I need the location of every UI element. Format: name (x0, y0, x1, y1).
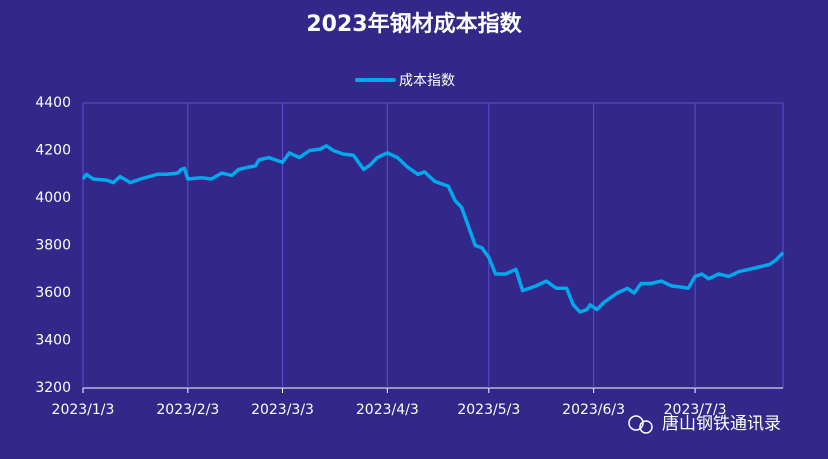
watermark-icon (639, 420, 653, 434)
x-tick-label: 2023/1/3 (52, 402, 115, 418)
y-tick-label: 4400 (35, 95, 71, 111)
x-tick-label: 2023/6/3 (562, 402, 625, 418)
x-tick-label: 2023/2/3 (156, 402, 219, 418)
y-tick-label: 4000 (35, 190, 71, 206)
watermark-text: 唐山钢铁通讯录 (662, 413, 781, 434)
x-tick-label: 2023/5/3 (457, 402, 520, 418)
y-tick-label: 4200 (35, 143, 71, 159)
y-tick-label: 3600 (35, 285, 71, 301)
y-tick-label: 3200 (35, 380, 71, 396)
y-tick-label: 3800 (35, 238, 71, 254)
line-series (81, 144, 785, 314)
x-tick-label: 2023/7/3 (664, 402, 727, 418)
y-tick-label: 3400 (35, 333, 71, 349)
x-tick-label: 2023/3/3 (251, 402, 314, 418)
watermark: 唐山钢铁通讯录 (628, 413, 781, 434)
watermark-icon (628, 415, 644, 431)
legend-label: 成本指数 (399, 73, 455, 89)
chart-title: 2023年钢材成本指数 (306, 11, 522, 37)
x-tick-label: 2023/4/3 (356, 402, 419, 418)
